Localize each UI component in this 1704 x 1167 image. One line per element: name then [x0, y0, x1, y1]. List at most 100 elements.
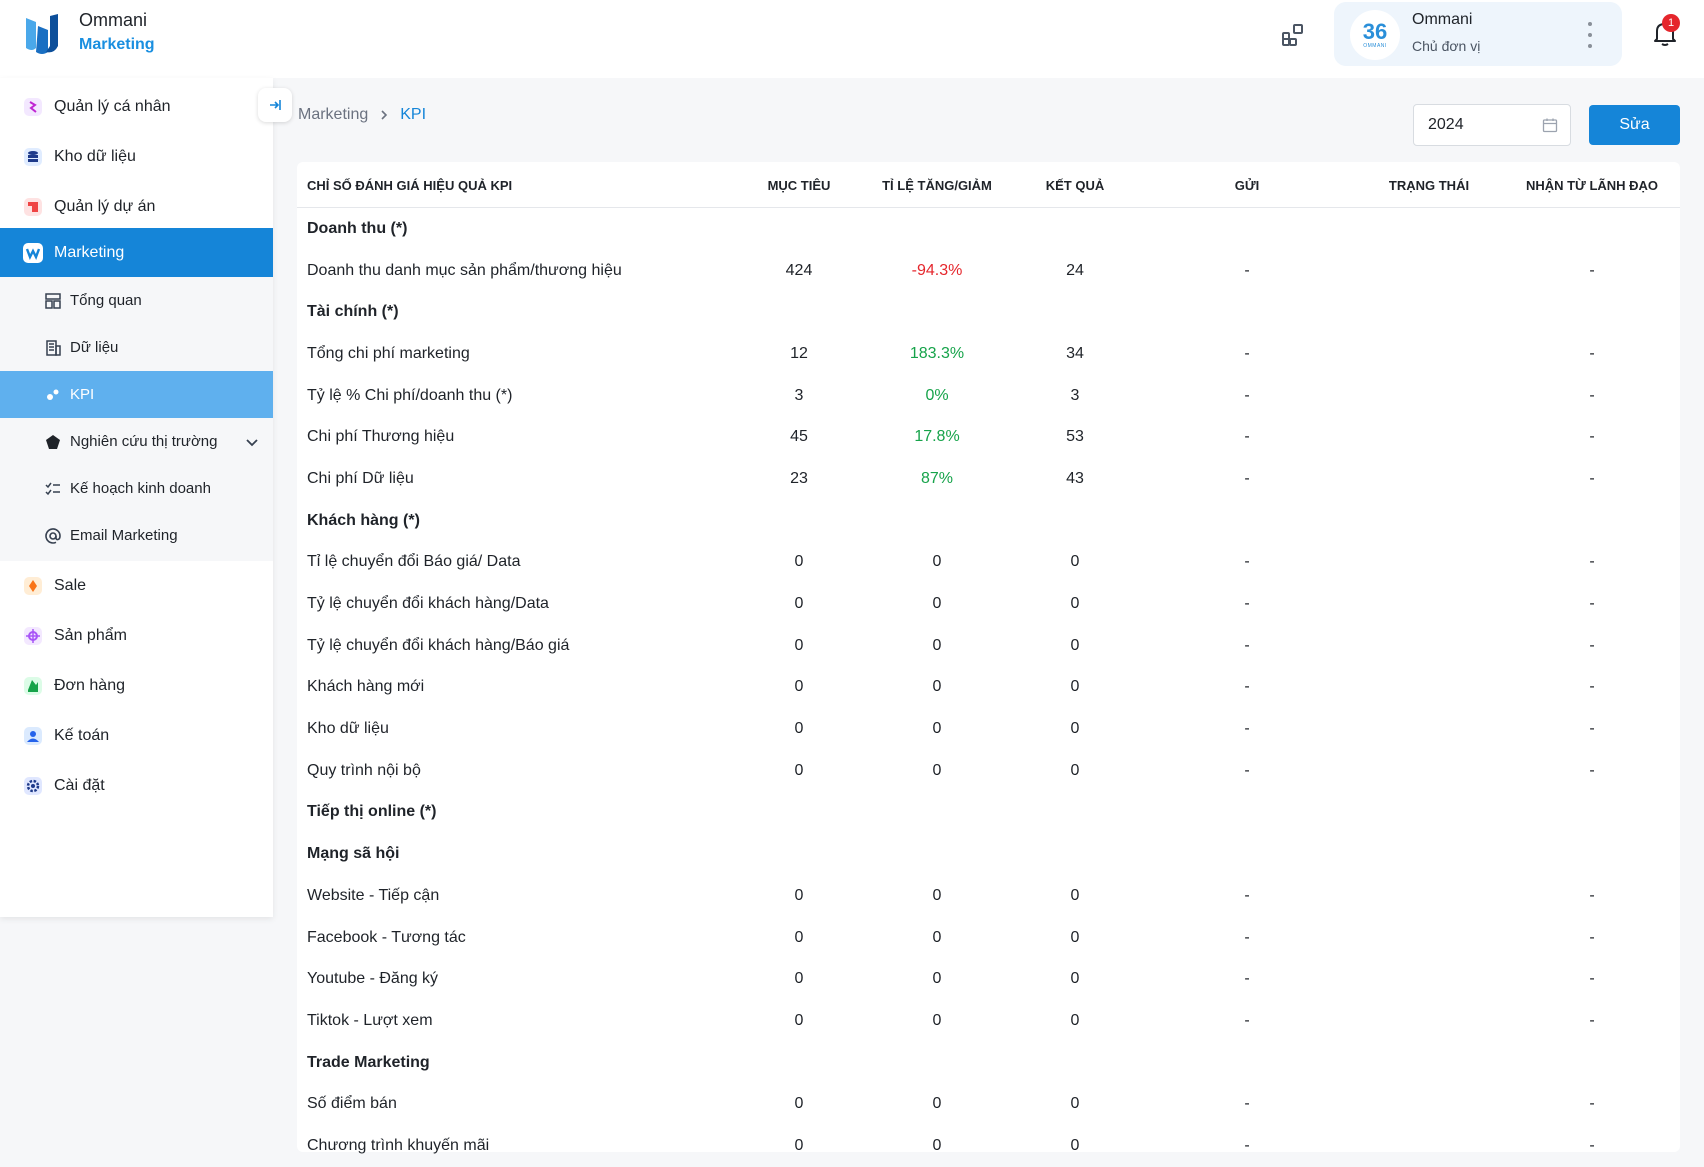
rate-cell: 87%: [920, 469, 954, 487]
avatar[interactable]: 36 OMMANI: [1350, 10, 1400, 60]
table-group-row: Tiếp thị online (*): [297, 792, 1680, 834]
rate-cell: 0: [932, 1011, 942, 1029]
sidebar-item-label: Quản lý cá nhân: [54, 98, 171, 115]
submenu-item-email-marketing[interactable]: Email Marketing: [0, 512, 273, 559]
rate-cell: 183.3%: [909, 344, 965, 362]
send-cell: -: [1244, 344, 1250, 362]
kpi-name-cell: Tỷ lệ % Chi phí/doanh thu (*): [307, 386, 513, 404]
sidebar-item-products[interactable]: Sản phẩm: [0, 611, 273, 661]
rate-cell: 17.8%: [914, 428, 960, 446]
status-cell: [1359, 1000, 1499, 1042]
table-row: Tổng chi phí marketing 12 183.3% 34 - -: [297, 333, 1680, 375]
target-cell: 0: [794, 928, 804, 946]
sidebar-item-accounting[interactable]: Kế toán: [0, 711, 273, 761]
sale-icon: [22, 575, 44, 597]
sidebar-item-sale[interactable]: Sale: [0, 561, 273, 611]
status-cell: [1359, 250, 1499, 292]
kpi-name-cell: Khách hàng mới: [307, 678, 425, 696]
submenu-item-data[interactable]: Dữ liệu: [0, 324, 273, 371]
breadcrumb-current: KPI: [400, 106, 427, 123]
sidebar-item-database[interactable]: Kho dữ liệu: [0, 132, 273, 182]
header-rate: TỈ LỆ TĂNG/GIẢM: [882, 177, 992, 193]
status-cell: [1359, 333, 1499, 375]
leader-cell: -: [1589, 469, 1595, 487]
year-picker[interactable]: 2024: [1413, 104, 1571, 146]
submenu-item-business-plan[interactable]: Kế hoạch kinh doanh: [0, 465, 273, 512]
send-cell: -: [1244, 1011, 1250, 1029]
header-result: KẾT QUẢ: [1045, 177, 1105, 193]
kpi-icon: [44, 386, 62, 404]
user-card[interactable]: 36 OMMANI Ommani Chủ đơn vị: [1334, 2, 1622, 66]
kpi-name-cell: Tỷ lệ chuyển đổi khách hàng/Báo giá: [307, 636, 570, 654]
database-icon: [22, 146, 44, 168]
result-cell: 0: [1070, 970, 1080, 988]
send-cell: -: [1244, 1095, 1250, 1113]
header-target: MỤC TIÊU: [767, 177, 831, 193]
result-cell: 0: [1070, 1136, 1080, 1154]
target-cell: 0: [794, 761, 804, 779]
table-row: Tỉ lệ chuyển đổi Báo giá/ Data 0 0 0 - -: [297, 542, 1680, 584]
rate-cell: -94.3%: [911, 261, 963, 279]
table-group-row: Khách hàng (*): [297, 500, 1680, 542]
kpi-name-cell: Chi phí Dữ liệu: [307, 469, 414, 487]
breadcrumb-marketing[interactable]: Marketing: [298, 106, 369, 123]
kpi-name-cell: Website - Tiếp cận: [307, 886, 440, 904]
submenu-item-kpi[interactable]: KPI: [0, 371, 273, 418]
table-row: Chi phí Dữ liệu 23 87% 43 - -: [297, 458, 1680, 500]
submenu-item-overview[interactable]: Tổng quan: [0, 277, 273, 324]
submenu-item-label: Nghiên cứu thị trường: [70, 433, 218, 450]
target-cell: 3: [794, 386, 804, 404]
edit-button[interactable]: Sửa: [1589, 105, 1680, 145]
sidebar-item-label: Kế toán: [54, 727, 110, 744]
send-cell: -: [1244, 261, 1250, 279]
send-cell: -: [1244, 886, 1250, 904]
group-title: Mạng sã hội: [307, 845, 400, 863]
kpi-name-cell: Facebook - Tương tác: [307, 928, 466, 946]
brand-name: Ommani: [79, 10, 148, 30]
apps-icon[interactable]: [1278, 20, 1308, 50]
table-row: Chi phí Thương hiệu 45 17.8% 53 - -: [297, 416, 1680, 458]
user-name: Ommani: [1412, 11, 1473, 28]
sidebar-item-projects[interactable]: Quản lý dự án: [0, 182, 273, 232]
group-title: Tài chính (*): [307, 303, 399, 321]
target-cell: 12: [790, 344, 808, 362]
chevron-down-icon[interactable]: [244, 434, 260, 450]
avatar-text: 36: [1362, 19, 1388, 44]
target-cell: 0: [794, 720, 804, 738]
leader-cell: -: [1589, 344, 1595, 362]
leader-cell: -: [1589, 595, 1595, 613]
submenu-item-market-research[interactable]: Nghiên cứu thị trường: [0, 418, 273, 465]
group-title: Trade Marketing: [307, 1053, 430, 1071]
sidebar-item-settings[interactable]: Cài đặt: [0, 761, 273, 811]
table-row: Số điểm bán 0 0 0 - -: [297, 1083, 1680, 1125]
product-icon: [22, 625, 44, 647]
sidebar-collapse-button[interactable]: [258, 88, 292, 122]
status-cell: [1359, 625, 1499, 667]
rate-cell: 0: [932, 928, 942, 946]
sidebar-item-personal[interactable]: Quản lý cá nhân: [0, 82, 273, 132]
marketing-icon: [22, 242, 44, 264]
sidebar-item-marketing[interactable]: Marketing: [0, 228, 273, 278]
sidebar-item-orders[interactable]: Đơn hàng: [0, 661, 273, 711]
group-title: Doanh thu (*): [307, 219, 408, 237]
avatar-tiny-text: OMMANI: [1363, 43, 1387, 49]
target-cell: 0: [794, 678, 804, 696]
leader-cell: -: [1589, 1136, 1595, 1154]
status-cell: [1359, 542, 1499, 584]
kpi-table: CHỈ SỐ ĐÁNH GIÁ HIỆU QUẢ KPI MỤC TIÊU TỈ…: [297, 162, 1680, 1154]
table-row: Tỷ lệ chuyển đổi khách hàng/Báo giá 0 0 0 - -: [297, 625, 1680, 667]
status-cell: [1359, 875, 1499, 917]
kpi-name-cell: Tỷ lệ chuyển đổi khách hàng/Data: [307, 595, 549, 613]
table-row: Tỷ lệ % Chi phí/doanh thu (*) 3 0% 3 - -: [297, 375, 1680, 417]
status-cell: [1359, 583, 1499, 625]
top-header: Ommani Marketing 36 OMMANI Ommani Chủ đơ…: [0, 0, 1704, 78]
kpi-name-cell: Kho dữ liệu: [307, 720, 389, 738]
submenu-item-label: Tổng quan: [70, 292, 142, 309]
accounting-icon: [22, 725, 44, 747]
more-vertical-icon[interactable]: [1580, 22, 1600, 48]
dashboard-icon: [44, 292, 62, 310]
target-cell: 0: [794, 553, 804, 571]
rate-cell: 0: [932, 970, 942, 988]
logo-icon[interactable]: [22, 12, 62, 56]
checklist-icon: [44, 480, 62, 498]
